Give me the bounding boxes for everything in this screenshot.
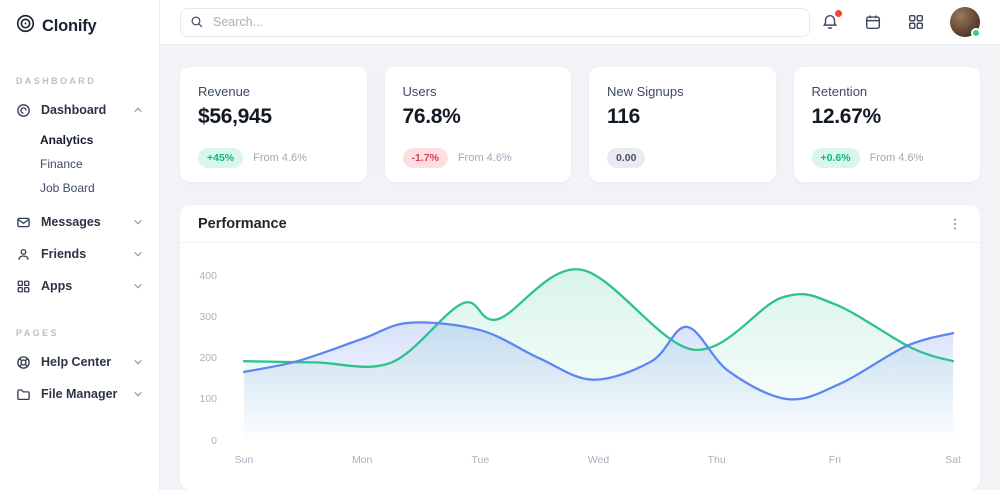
section-label-dashboard: DASHBOARD — [16, 76, 97, 86]
stat-cards: Revenue $56,945 +45% From 4.6% Users 76.… — [180, 67, 980, 182]
chart-area: 400 300 200 100 0 Sun Mon Tue Wed Thu Fr… — [180, 243, 980, 490]
kebab-menu-icon[interactable] — [948, 217, 962, 231]
chevron-down-icon — [133, 281, 143, 291]
stat-note: From 4.6% — [869, 152, 924, 164]
dashboard-gauge-icon — [16, 103, 31, 118]
user-icon — [16, 247, 31, 262]
sidebar-item-label: Apps — [41, 279, 73, 293]
apps-grid-icon[interactable] — [907, 13, 925, 31]
clonify-logo-icon — [16, 14, 35, 38]
sidebar-item-file-manager[interactable]: File Manager — [10, 378, 149, 410]
sidebar-item-label: Dashboard — [41, 103, 107, 117]
search-bar — [180, 7, 810, 37]
y-axis-tick: 400 — [199, 270, 217, 282]
trend-badge: +45% — [198, 148, 244, 168]
section-label-pages: PAGES — [16, 328, 59, 338]
stat-note: From 4.6% — [457, 152, 512, 164]
chart-title: Performance — [198, 215, 287, 232]
sidebar-item-help-center[interactable]: Help Center — [10, 346, 149, 378]
sidebar-item-apps[interactable]: Apps — [10, 270, 149, 302]
main-content: Revenue $56,945 +45% From 4.6% Users 76.… — [160, 45, 1000, 490]
chevron-up-icon — [133, 105, 143, 115]
online-status-dot — [971, 28, 981, 38]
mail-icon — [16, 215, 31, 230]
x-axis-tick: Wed — [587, 454, 610, 466]
y-axis-tick: 0 — [211, 435, 217, 447]
x-axis-tick: Thu — [707, 454, 726, 466]
search-icon — [190, 15, 204, 34]
y-axis-tick: 100 — [199, 393, 217, 405]
chevron-down-icon — [133, 217, 143, 227]
grid-icon — [16, 279, 31, 294]
trend-badge: +0.6% — [811, 148, 860, 168]
subnav-item-analytics[interactable]: Analytics — [40, 133, 94, 147]
sidebar-item-label: Friends — [41, 247, 87, 261]
stat-label: Retention — [811, 84, 868, 99]
bell-icon[interactable] — [821, 10, 842, 31]
stat-label: New Signups — [607, 84, 684, 99]
stat-value: 76.8% — [402, 105, 461, 128]
chevron-down-icon — [133, 389, 143, 399]
y-axis-tick: 300 — [199, 311, 217, 323]
calendar-icon[interactable] — [864, 13, 882, 31]
sidebar-item-label: File Manager — [41, 387, 118, 401]
stat-card-new-signups: New Signups 116 0.00 — [589, 67, 776, 182]
user-avatar[interactable] — [950, 7, 981, 38]
search-input[interactable] — [180, 7, 810, 37]
sidebar-item-friends[interactable]: Friends — [10, 238, 149, 270]
stat-label: Revenue — [198, 84, 251, 99]
stat-value: $56,945 — [198, 105, 272, 128]
chevron-down-icon — [133, 357, 143, 367]
trend-badge: 0.00 — [607, 148, 646, 168]
stat-card-retention: Retention 12.67% +0.6% From 4.6% — [793, 67, 980, 182]
stat-card-revenue: Revenue $56,945 +45% From 4.6% — [180, 67, 367, 182]
brand-logo[interactable]: Clonify — [0, 0, 159, 38]
brand-name: Clonify — [42, 16, 97, 35]
subnav-item-job-board[interactable]: Job Board — [40, 181, 95, 195]
stat-value: 12.67% — [811, 105, 882, 128]
y-axis-tick: 200 — [199, 352, 217, 364]
sidebar-item-dashboard[interactable]: Dashboard — [10, 94, 149, 126]
x-axis-tick: Mon — [351, 454, 373, 466]
folder-icon — [16, 387, 31, 402]
lifebuoy-icon — [16, 355, 31, 370]
x-axis-tick: Tue — [471, 454, 490, 466]
stat-value: 116 — [607, 105, 640, 128]
x-axis-tick: Fri — [828, 454, 841, 466]
stat-label: Users — [402, 84, 437, 99]
topbar — [160, 0, 1000, 45]
x-axis-tick: Sun — [234, 454, 254, 466]
sidebar-nav-pages: Help Center File Manager — [0, 338, 159, 410]
performance-card: Performance 400 300 200 100 0 Sun Mon Tu… — [180, 205, 980, 490]
sidebar-nav: Dashboard Analytics Finance Job Board Me… — [0, 86, 159, 302]
sidebar-item-label: Messages — [41, 215, 101, 229]
sidebar: Clonify DASHBOARD Dashboard Analytics Fi… — [0, 0, 160, 490]
sidebar-item-label: Help Center — [41, 355, 112, 369]
x-axis-tick: Sat — [945, 454, 961, 466]
subnav-item-finance[interactable]: Finance — [40, 157, 83, 171]
chart-header: Performance — [180, 205, 980, 243]
stat-note: From 4.6% — [253, 152, 307, 164]
notification-dot — [835, 10, 842, 17]
dashboard-subnav: Analytics Finance Job Board — [10, 128, 149, 200]
stat-card-users: Users 76.8% -1.7% From 4.6% — [384, 67, 571, 182]
topbar-actions — [821, 7, 981, 38]
performance-line-chart — [242, 268, 955, 442]
sidebar-item-messages[interactable]: Messages — [10, 206, 149, 238]
trend-badge: -1.7% — [402, 148, 448, 168]
chevron-down-icon — [133, 249, 143, 259]
